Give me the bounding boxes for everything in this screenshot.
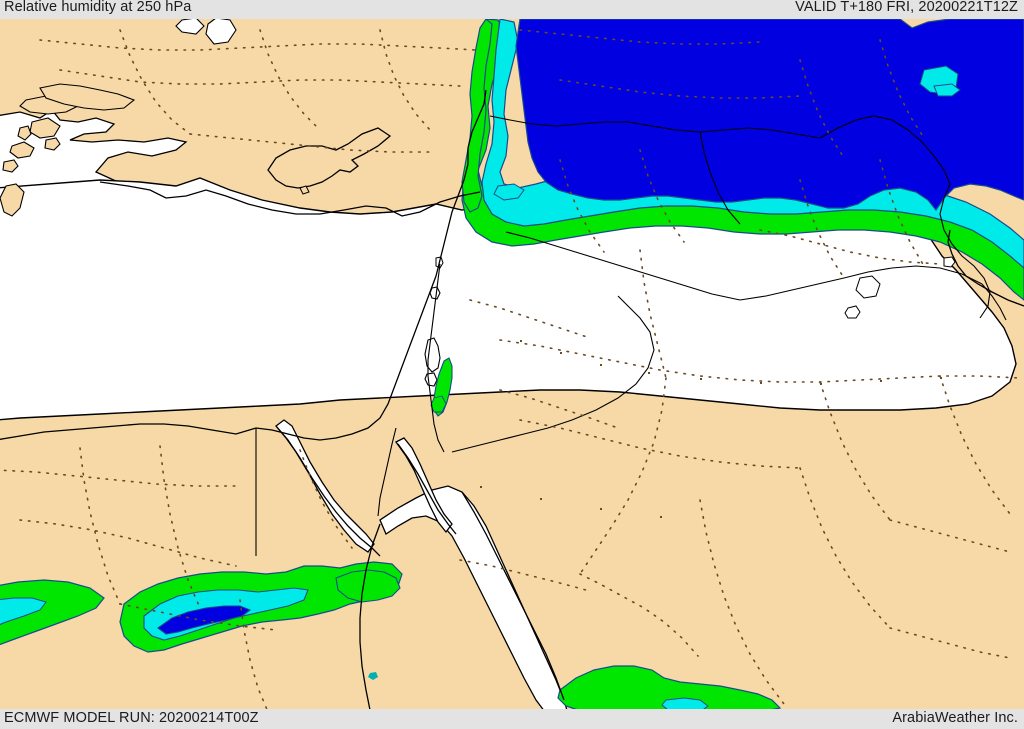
island-kos <box>9 141 35 159</box>
admin-saudi-2 <box>519 419 801 469</box>
dot <box>560 352 562 354</box>
admin-iraq-1 <box>759 229 941 265</box>
admin-dot-cluster <box>480 340 942 518</box>
dead-sea <box>424 337 441 373</box>
coast-redsea-east <box>461 491 565 701</box>
dot <box>820 383 822 385</box>
admin-saudi-12 <box>889 519 1011 553</box>
attribution-label: ArabiaWeather Inc. <box>892 710 1018 726</box>
admin-north-3 <box>799 59 845 159</box>
border-jordan-israel <box>427 263 445 453</box>
island-cyprus-tail <box>299 185 310 195</box>
admin-egypt-4 <box>159 445 201 609</box>
lake-tharthar <box>855 275 881 299</box>
border-syria-iraq <box>699 131 741 225</box>
model-run-label: ECMWF MODEL RUN: 20200214T00Z <box>4 710 259 726</box>
coast-sinai-east <box>397 443 457 535</box>
humidity-inlet-cyan-coast <box>493 183 525 201</box>
coast-levant <box>255 89 487 441</box>
admin-saudi-11 <box>939 375 1011 515</box>
north-islands <box>175 17 237 45</box>
coastline-layer <box>0 17 1024 711</box>
admin-syria-2 <box>639 149 685 243</box>
humidity-band-cyan-north <box>481 18 1024 269</box>
island-small-1 <box>44 137 61 151</box>
admin-egypt-sinai <box>299 449 353 549</box>
dot <box>600 508 602 510</box>
dot <box>660 516 662 518</box>
border-jordan-saudi <box>451 295 655 453</box>
island-kasos <box>0 183 25 217</box>
admin-egypt-2 <box>19 519 237 567</box>
admin-turkey-4 <box>259 29 321 131</box>
admin-saudi-8 <box>579 573 699 657</box>
dot <box>940 377 942 379</box>
dot <box>880 380 882 382</box>
admin-egypt-6 <box>119 603 277 631</box>
page-title: Relative humidity at 250 hPa <box>4 0 192 15</box>
humidity-dot-green-upper-egypt <box>430 395 447 413</box>
border-egypt-israel <box>377 427 397 517</box>
border-saudi-iraq <box>739 265 983 301</box>
admin-turkey-1 <box>39 39 477 51</box>
border-turkey-iraq-iran <box>819 115 951 185</box>
humidity-band-blue-north <box>515 18 1024 212</box>
border-turkey-syria <box>489 115 821 139</box>
humidity-patch-green-west <box>0 579 105 646</box>
border-iraq-iran <box>939 183 991 319</box>
humidity-dot-cyan-redsea <box>368 672 378 680</box>
header-bar: Relative humidity at 250 hPa VALID T+180… <box>0 0 1024 19</box>
admin-syria-1 <box>559 159 605 253</box>
admin-north-2 <box>559 79 801 99</box>
lake-razzaza <box>844 305 861 319</box>
border-layer <box>255 115 1007 556</box>
humidity-field-layer <box>0 18 1024 719</box>
admin-turkey-2 <box>59 69 461 87</box>
aegean-med-body <box>0 177 1017 421</box>
dot <box>600 364 602 366</box>
island-small-2 <box>2 159 19 173</box>
island-n2 <box>205 17 237 45</box>
admin-egypt-5 <box>239 599 269 713</box>
admin-turkey-6 <box>189 133 431 153</box>
coast-turkey-south <box>99 181 481 217</box>
admin-saudi-1 <box>499 339 1021 383</box>
dot <box>700 378 702 380</box>
admin-north-4 <box>879 39 925 139</box>
dot <box>540 498 542 500</box>
coast-sinai-west <box>275 425 381 557</box>
admin-iraq-3 <box>879 159 925 267</box>
border-saudi-kuwait <box>981 283 1007 321</box>
humidity-band-green-levant <box>461 18 493 213</box>
humidity-patch-cyan-west <box>0 597 47 625</box>
island-karpathos <box>17 125 32 141</box>
lake-qattinah <box>943 256 956 268</box>
dot <box>648 372 650 374</box>
dot <box>760 382 762 384</box>
admin-dotted-layer <box>0 29 1021 713</box>
coast-egypt-med <box>0 423 257 440</box>
admin-saudi-6 <box>699 499 785 705</box>
aegean-islands <box>0 83 136 217</box>
admin-saudi-5 <box>799 467 891 629</box>
admin-egypt-1 <box>0 469 237 487</box>
admin-jordan-2 <box>499 389 619 429</box>
humidity-inlier-cyan-iraq2 <box>933 83 961 97</box>
valid-time-label: VALID T+180 FRI, 20200221T12Z <box>795 0 1018 15</box>
admin-north-1 <box>519 29 761 45</box>
island-crete-main <box>39 83 136 111</box>
admin-iraq-2 <box>799 179 845 279</box>
admin-turkey-3 <box>119 29 191 135</box>
dot <box>520 340 522 342</box>
coast-redsea-west <box>359 523 381 711</box>
dot <box>480 486 482 488</box>
admin-saudi-7 <box>889 627 1011 659</box>
footer-bar: ECMWF MODEL RUN: 20200214T00Z ArabiaWeat… <box>0 709 1024 729</box>
admin-turkey-5 <box>379 29 431 131</box>
admin-egypt-3 <box>79 447 121 605</box>
border-syria-jordan <box>505 231 741 301</box>
admin-saudi-10 <box>819 381 891 521</box>
